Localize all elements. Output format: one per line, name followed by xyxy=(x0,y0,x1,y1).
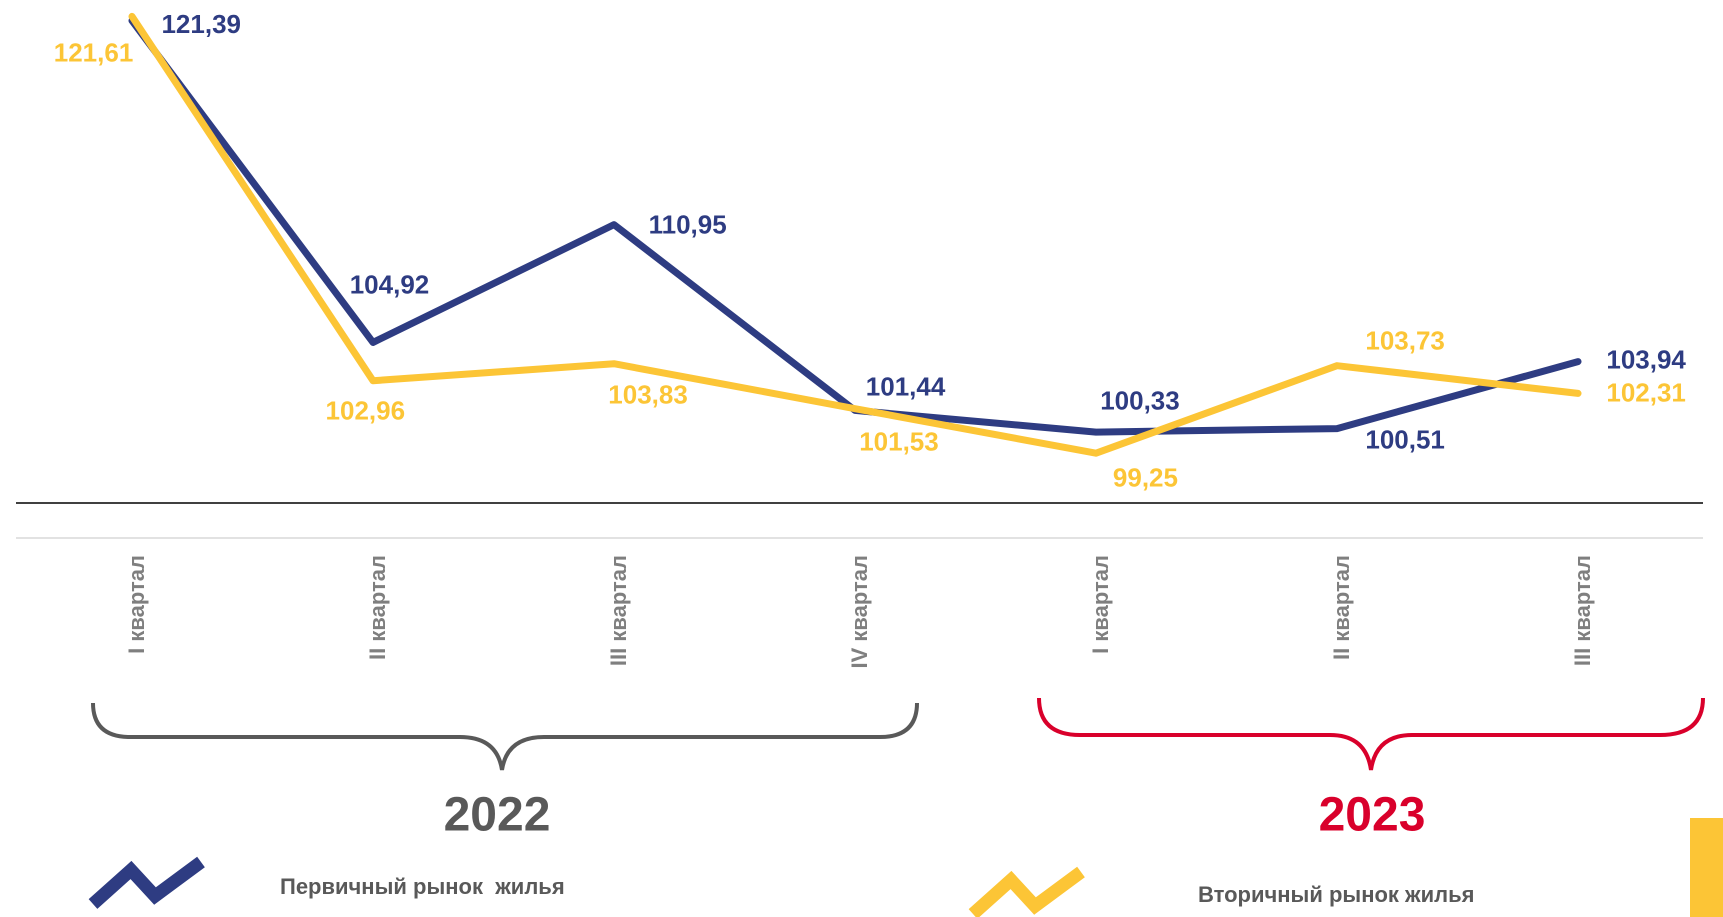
data-label: 101,44 xyxy=(866,371,946,401)
x-tick-label: IV квартал xyxy=(847,555,872,669)
x-tick-label: II квартал xyxy=(1329,555,1354,660)
legend-icon xyxy=(968,866,1085,917)
group-brace xyxy=(1037,697,1705,771)
x-tick-label: I квартал xyxy=(1088,555,1113,654)
data-label: 110,95 xyxy=(649,210,727,240)
data-label: 103,94 xyxy=(1606,344,1686,374)
data-label: 100,33 xyxy=(1100,385,1180,415)
group-label: 2022 xyxy=(444,789,551,842)
data-label: 102,31 xyxy=(1606,377,1686,407)
x-tick-label: III квартал xyxy=(1570,555,1595,666)
legend-icon xyxy=(88,856,205,909)
data-label: 101,53 xyxy=(859,427,939,457)
data-label: 100,51 xyxy=(1365,425,1445,455)
data-label: 103,73 xyxy=(1365,325,1445,355)
data-label: 102,96 xyxy=(326,395,406,425)
data-label: 121,39 xyxy=(161,9,241,39)
group-label: 2023 xyxy=(1319,789,1426,842)
data-label: 103,83 xyxy=(608,380,688,410)
legend-label: Вторичный рынок жилья xyxy=(1198,882,1475,907)
legend-label: Первичный рынок жилья xyxy=(280,874,565,899)
data-label: 104,92 xyxy=(350,269,430,299)
x-tick-label: II квартал xyxy=(365,555,390,660)
x-tick-label: III квартал xyxy=(606,555,631,666)
x-tick-label: I квартал xyxy=(124,555,149,654)
series-line xyxy=(128,12,1582,457)
data-label: 121,61 xyxy=(54,38,134,68)
data-label: 99,25 xyxy=(1113,462,1178,492)
decoration xyxy=(1690,818,1723,917)
group-brace xyxy=(91,702,919,771)
